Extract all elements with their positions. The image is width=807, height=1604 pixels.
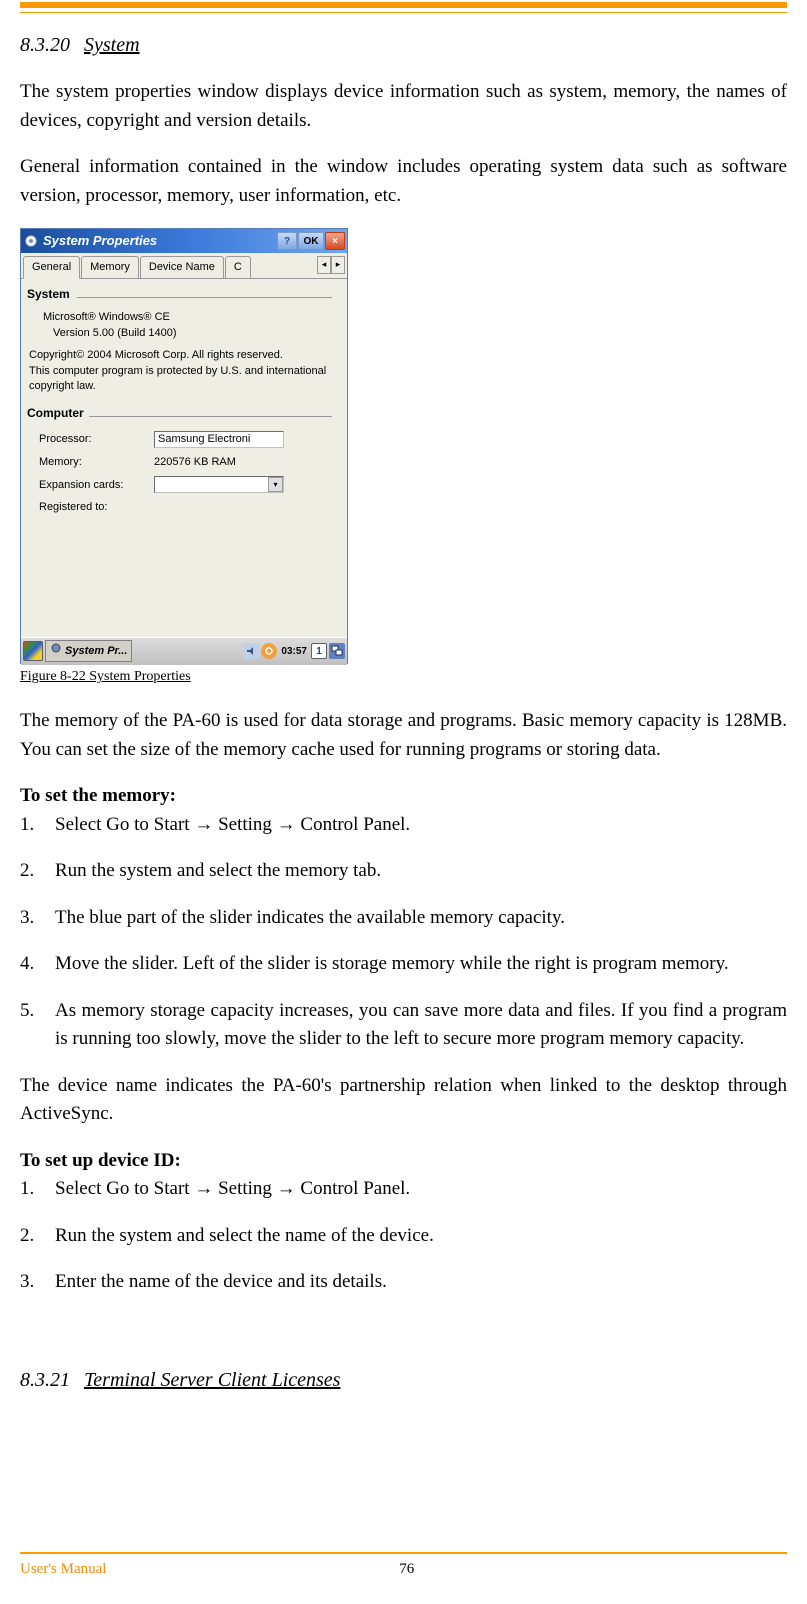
intro-para-2: General information contained in the win… <box>20 153 787 210</box>
tab-scroll: ◂ ▸ <box>317 256 345 278</box>
memory-step-5: As memory storage capacity increases, yo… <box>20 997 787 1054</box>
system-tray: 03:57 1 <box>243 643 345 659</box>
tray-desktop-icon[interactable] <box>329 643 345 659</box>
page-footer: User's Manual 76 <box>20 1552 787 1581</box>
start-button-icon[interactable] <box>23 641 43 661</box>
memory-steps-list: Select Go to Start → Setting → Control P… <box>20 811 787 1054</box>
select-expansion[interactable]: ▾ <box>154 476 284 493</box>
window-title: System Properties <box>43 231 276 251</box>
footer-accent-line <box>20 1552 787 1554</box>
chevron-down-icon: ▾ <box>268 477 283 492</box>
device-step-1: Select Go to Start → Setting → Control P… <box>20 1175 787 1204</box>
taskbar: System Pr... 03:57 1 <box>21 637 347 665</box>
section-heading-8-3-20: 8.3.20 System <box>20 30 787 60</box>
tab-scroll-right-icon[interactable]: ▸ <box>331 256 345 274</box>
input-processor[interactable] <box>154 431 284 448</box>
label-processor: Processor: <box>39 431 154 448</box>
footer-spacer <box>707 1558 787 1581</box>
help-button[interactable]: ? <box>277 232 297 250</box>
intro-para-1: The system properties window displays de… <box>20 78 787 135</box>
taskbar-app-icon <box>50 642 62 660</box>
memory-step-4: Move the slider. Left of the slider is s… <box>20 950 787 979</box>
device-step-2: Run the system and select the name of th… <box>20 1222 787 1251</box>
window-titlebar: System Properties ? OK × <box>21 229 347 253</box>
section-number: 8.3.21 <box>20 1369 70 1391</box>
window-icon <box>23 233 39 249</box>
tray-input-icon[interactable]: 1 <box>311 643 327 659</box>
os-name: Microsoft® Windows® CE <box>27 309 341 325</box>
tab-general[interactable]: General <box>23 256 80 279</box>
tab-scroll-left-icon[interactable]: ◂ <box>317 256 331 274</box>
heading-set-memory: To set the memory: <box>20 782 787 811</box>
tab-copyrights[interactable]: C <box>225 256 251 278</box>
ok-button[interactable]: OK <box>298 232 324 250</box>
memory-step-3: The blue part of the slider indicates th… <box>20 904 787 933</box>
heading-set-device-id: To set up device ID: <box>20 1147 787 1176</box>
footer-row: User's Manual 76 <box>20 1558 787 1581</box>
memory-step-1: Select Go to Start → Setting → Control P… <box>20 811 787 840</box>
row-expansion: Expansion cards: ▾ <box>27 473 341 496</box>
tab-device-name[interactable]: Device Name <box>140 256 224 278</box>
device-steps-list: Select Go to Start → Setting → Control P… <box>20 1175 787 1297</box>
system-properties-screenshot: System Properties ? OK × General Memory … <box>20 228 348 664</box>
group-system-line <box>77 297 332 298</box>
figure-caption: Figure 8-22 System Properties <box>20 666 787 687</box>
section-number: 8.3.20 <box>20 34 70 56</box>
copyright-2: This computer program is protected by U.… <box>27 363 341 394</box>
group-computer-label: Computer <box>27 402 341 424</box>
os-version: Version 5.00 (Build 1400) <box>27 325 341 341</box>
document-body: 8.3.20 System The system properties windo… <box>20 0 787 1395</box>
spacer <box>20 1315 787 1365</box>
taskbar-app-label: System Pr... <box>65 643 127 660</box>
footer-doc-title: User's Manual <box>20 1558 106 1581</box>
label-memory: Memory: <box>39 454 154 471</box>
device-step-3: Enter the name of the device and its det… <box>20 1268 787 1297</box>
device-name-para: The device name indicates the PA-60's pa… <box>20 1072 787 1129</box>
value-memory: 220576 KB RAM <box>154 454 341 471</box>
tab-memory[interactable]: Memory <box>81 256 139 278</box>
copyright-1: Copyright© 2004 Microsoft Corp. All righ… <box>27 347 341 363</box>
row-processor: Processor: <box>27 428 341 451</box>
footer-page-number: 76 <box>106 1558 707 1581</box>
panel-general: System Microsoft® Windows® CE Version 5.… <box>21 279 347 637</box>
section-title: System <box>84 34 140 56</box>
section-heading-8-3-21: 8.3.21 Terminal Server Client Licenses <box>20 1365 787 1395</box>
label-registered: Registered to: <box>39 499 154 516</box>
tray-volume-icon[interactable] <box>243 643 259 659</box>
tab-strip: General Memory Device Name C ◂ ▸ <box>21 253 347 279</box>
section-title: Terminal Server Client Licenses <box>84 1369 340 1391</box>
group-system-label: System <box>27 283 341 305</box>
memory-step-2: Run the system and select the memory tab… <box>20 857 787 886</box>
row-registered: Registered to: <box>27 496 341 519</box>
close-button[interactable]: × <box>325 232 345 250</box>
accent-bar-thin <box>20 12 787 13</box>
memory-intro-para: The memory of the PA-60 is used for data… <box>20 707 787 764</box>
taskbar-app-button[interactable]: System Pr... <box>45 640 132 662</box>
tray-network-icon[interactable] <box>261 643 277 659</box>
row-memory: Memory: 220576 KB RAM <box>27 451 341 474</box>
group-computer-line <box>89 416 332 417</box>
tray-clock[interactable]: 03:57 <box>279 644 309 659</box>
accent-bar-thick <box>20 2 787 8</box>
label-expansion: Expansion cards: <box>39 477 154 494</box>
